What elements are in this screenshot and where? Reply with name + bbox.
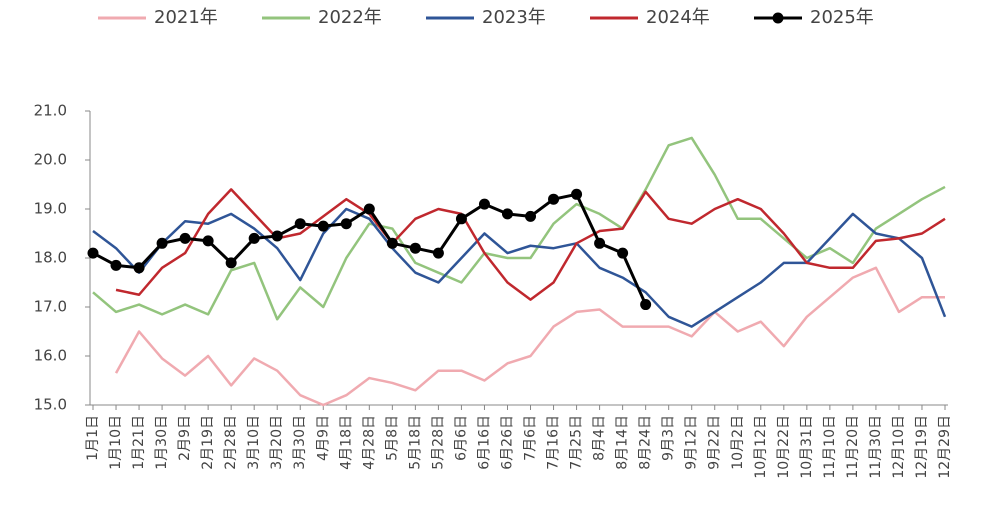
x-tick-label: 4月18日	[338, 415, 354, 470]
x-tick-label: 9月22日	[707, 415, 723, 470]
x-tick-label: 1月10日	[108, 415, 124, 470]
x-tick-label: 10月22日	[776, 415, 792, 479]
data-point	[271, 230, 283, 242]
x-tick-label: 9月12日	[684, 415, 700, 470]
data-point	[110, 259, 122, 271]
data-point	[248, 232, 260, 244]
data-point	[478, 198, 490, 210]
legend-label: 2025年	[810, 7, 874, 28]
x-tick-label: 3月20日	[269, 415, 285, 470]
data-point	[455, 213, 467, 225]
x-tick-label: 10月12日	[753, 415, 769, 479]
x-tick-label: 6月6日	[453, 415, 469, 461]
y-tick-label: 18.0	[34, 249, 67, 267]
x-tick-label: 11月20日	[845, 415, 861, 479]
x-tick-label: 5月18日	[407, 415, 423, 470]
x-tick-label: 5月8日	[384, 415, 400, 461]
x-tick-label: 12月19日	[914, 415, 930, 479]
x-tick-label: 8月4日	[592, 415, 608, 461]
series-line	[92, 136, 946, 321]
x-tick-label: 10月31日	[799, 415, 815, 479]
x-tick-label: 7月6日	[523, 415, 539, 461]
x-tick-label: 10月2日	[730, 415, 746, 470]
data-point	[156, 237, 168, 249]
x-tick-label: 2月19日	[200, 415, 216, 470]
y-tick-label: 17.0	[34, 298, 67, 316]
x-tick-label: 6月16日	[476, 415, 492, 470]
data-point	[409, 242, 421, 254]
data-point	[133, 262, 145, 274]
legend-label: 2021年	[154, 7, 218, 28]
data-point	[525, 210, 537, 222]
series-line	[115, 188, 946, 301]
data-point	[617, 247, 629, 259]
x-tick-label: 1月30日	[154, 415, 170, 470]
legend-label: 2023年	[482, 7, 546, 28]
x-tick-label: 11月30日	[868, 415, 884, 479]
series-line	[114, 266, 945, 407]
y-tick-label: 21.0	[34, 102, 67, 120]
x-tick-label: 2月9日	[177, 415, 193, 461]
data-point	[340, 218, 352, 230]
x-tick-label: 1月1日	[85, 415, 101, 461]
x-tick-label: 3月10日	[246, 415, 262, 470]
x-tick-label: 4月9日	[315, 415, 331, 461]
data-point	[640, 299, 652, 311]
legend-marker	[772, 12, 784, 24]
y-tick-label: 15.0	[34, 396, 67, 414]
x-tick-label: 8月14日	[615, 415, 631, 470]
x-tick-label: 12月29日	[937, 415, 953, 479]
legend-label: 2024年	[646, 7, 710, 28]
x-tick-label: 7月16日	[546, 415, 562, 470]
y-tick-label: 16.0	[34, 347, 67, 365]
data-point	[225, 257, 237, 269]
x-tick-label: 6月26日	[499, 415, 515, 470]
x-tick-label: 12月10日	[891, 415, 907, 479]
data-point	[202, 235, 214, 247]
data-point	[432, 247, 444, 259]
series-line	[92, 207, 947, 328]
x-tick-label: 11月10日	[822, 415, 838, 479]
data-point	[501, 208, 513, 220]
data-point	[594, 237, 606, 249]
x-tick-label: 5月28日	[430, 415, 446, 470]
y-tick-label: 20.0	[34, 151, 67, 169]
data-point	[317, 220, 329, 232]
x-tick-label: 7月25日	[569, 415, 585, 470]
data-point	[386, 237, 398, 249]
x-tick-label: 9月3日	[661, 415, 677, 461]
data-point	[87, 247, 99, 259]
data-point	[548, 193, 560, 205]
y-tick-label: 19.0	[34, 200, 67, 218]
legend-label: 2022年	[318, 7, 382, 28]
x-tick-label: 8月24日	[638, 415, 654, 470]
x-tick-label: 3月30日	[292, 415, 308, 470]
data-point	[294, 218, 306, 230]
x-tick-label: 1月21日	[131, 415, 147, 470]
data-point	[571, 188, 583, 200]
data-point	[179, 232, 191, 244]
x-tick-label: 2月28日	[223, 415, 239, 470]
x-tick-label: 4月28日	[361, 415, 377, 470]
data-point	[363, 203, 375, 215]
